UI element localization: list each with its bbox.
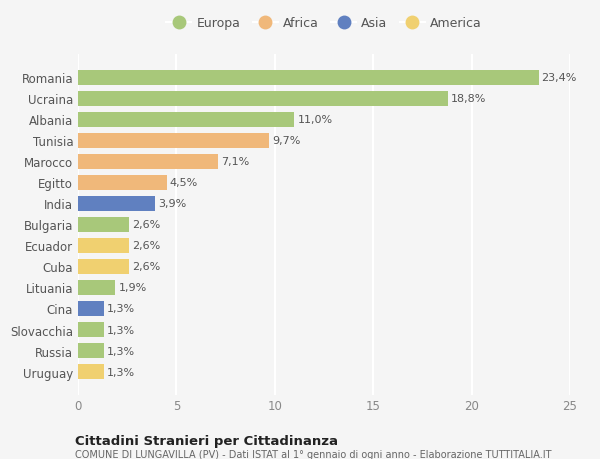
Legend: Europa, Africa, Asia, America: Europa, Africa, Asia, America <box>166 17 482 30</box>
Bar <box>78 280 115 296</box>
Text: 2,6%: 2,6% <box>132 241 160 251</box>
Bar <box>78 343 104 358</box>
Text: 2,6%: 2,6% <box>132 220 160 230</box>
Text: 1,3%: 1,3% <box>107 367 134 377</box>
Bar <box>78 71 539 86</box>
Text: 1,3%: 1,3% <box>107 325 134 335</box>
Text: 1,3%: 1,3% <box>107 304 134 314</box>
Text: 1,9%: 1,9% <box>118 283 146 293</box>
Text: Cittadini Stranieri per Cittadinanza: Cittadini Stranieri per Cittadinanza <box>75 434 338 447</box>
Bar <box>78 134 269 149</box>
Text: 23,4%: 23,4% <box>541 73 577 83</box>
Text: 9,7%: 9,7% <box>272 136 300 146</box>
Text: 1,3%: 1,3% <box>107 346 134 356</box>
Text: 11,0%: 11,0% <box>298 115 332 125</box>
Bar <box>78 218 129 232</box>
Bar <box>78 196 155 212</box>
Bar <box>78 112 295 128</box>
Bar <box>78 238 129 253</box>
Bar <box>78 301 104 316</box>
Bar <box>78 154 218 169</box>
Text: 3,9%: 3,9% <box>158 199 186 209</box>
Bar <box>78 91 448 106</box>
Bar <box>78 175 167 190</box>
Text: 4,5%: 4,5% <box>170 178 198 188</box>
Text: COMUNE DI LUNGAVILLA (PV) - Dati ISTAT al 1° gennaio di ogni anno - Elaborazione: COMUNE DI LUNGAVILLA (PV) - Dati ISTAT a… <box>75 449 551 459</box>
Text: 18,8%: 18,8% <box>451 94 487 104</box>
Text: 2,6%: 2,6% <box>132 262 160 272</box>
Bar <box>78 364 104 379</box>
Text: 7,1%: 7,1% <box>221 157 249 167</box>
Bar <box>78 259 129 274</box>
Bar <box>78 322 104 337</box>
